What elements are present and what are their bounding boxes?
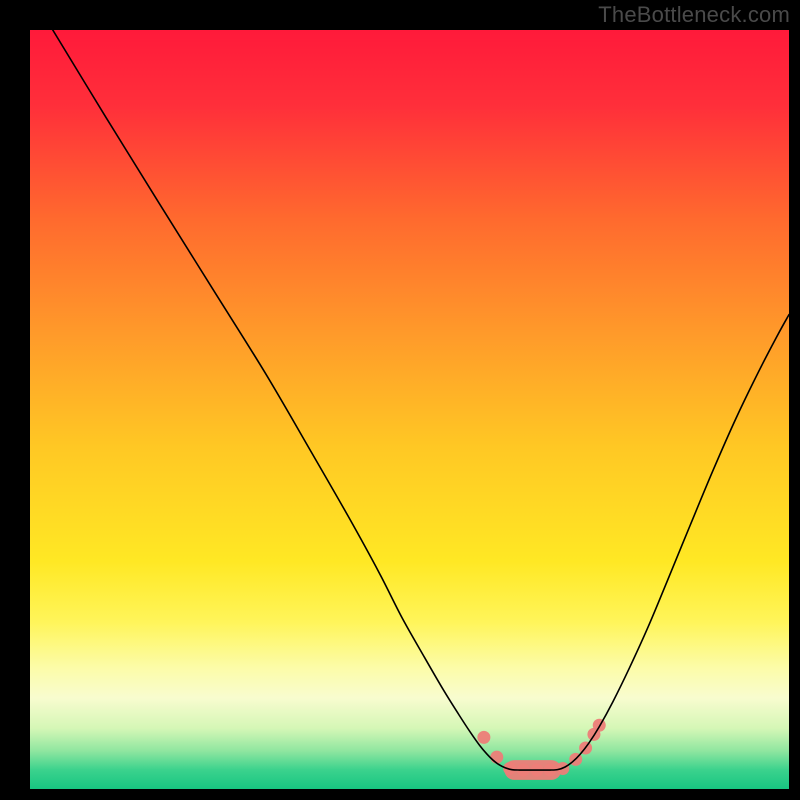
marker-dot	[490, 751, 503, 764]
plot-background	[30, 30, 789, 789]
marker-dot	[477, 731, 490, 744]
watermark-text: TheBottleneck.com	[598, 2, 790, 28]
bottleneck-curve-chart	[0, 0, 800, 800]
chart-container: TheBottleneck.com	[0, 0, 800, 800]
